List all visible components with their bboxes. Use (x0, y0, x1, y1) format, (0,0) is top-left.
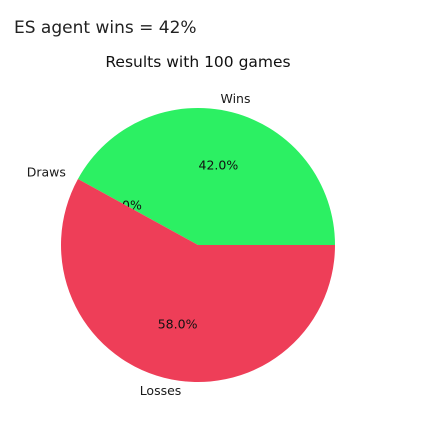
pie-slice-losses (60, 179, 335, 383)
pie-category-label-losses: Losses (140, 383, 182, 398)
chart-title: Results with 100 games (105, 53, 290, 71)
pie-slice-wins (77, 108, 335, 246)
pie-category-label-draws: Draws (27, 164, 66, 179)
status-text: ES agent wins = 42% (14, 18, 197, 38)
pie-category-label-wins: Wins (221, 91, 251, 106)
pie-value-label-losses: 58.0% (158, 317, 198, 332)
pie-value-label-wins: 42.0% (199, 157, 239, 172)
